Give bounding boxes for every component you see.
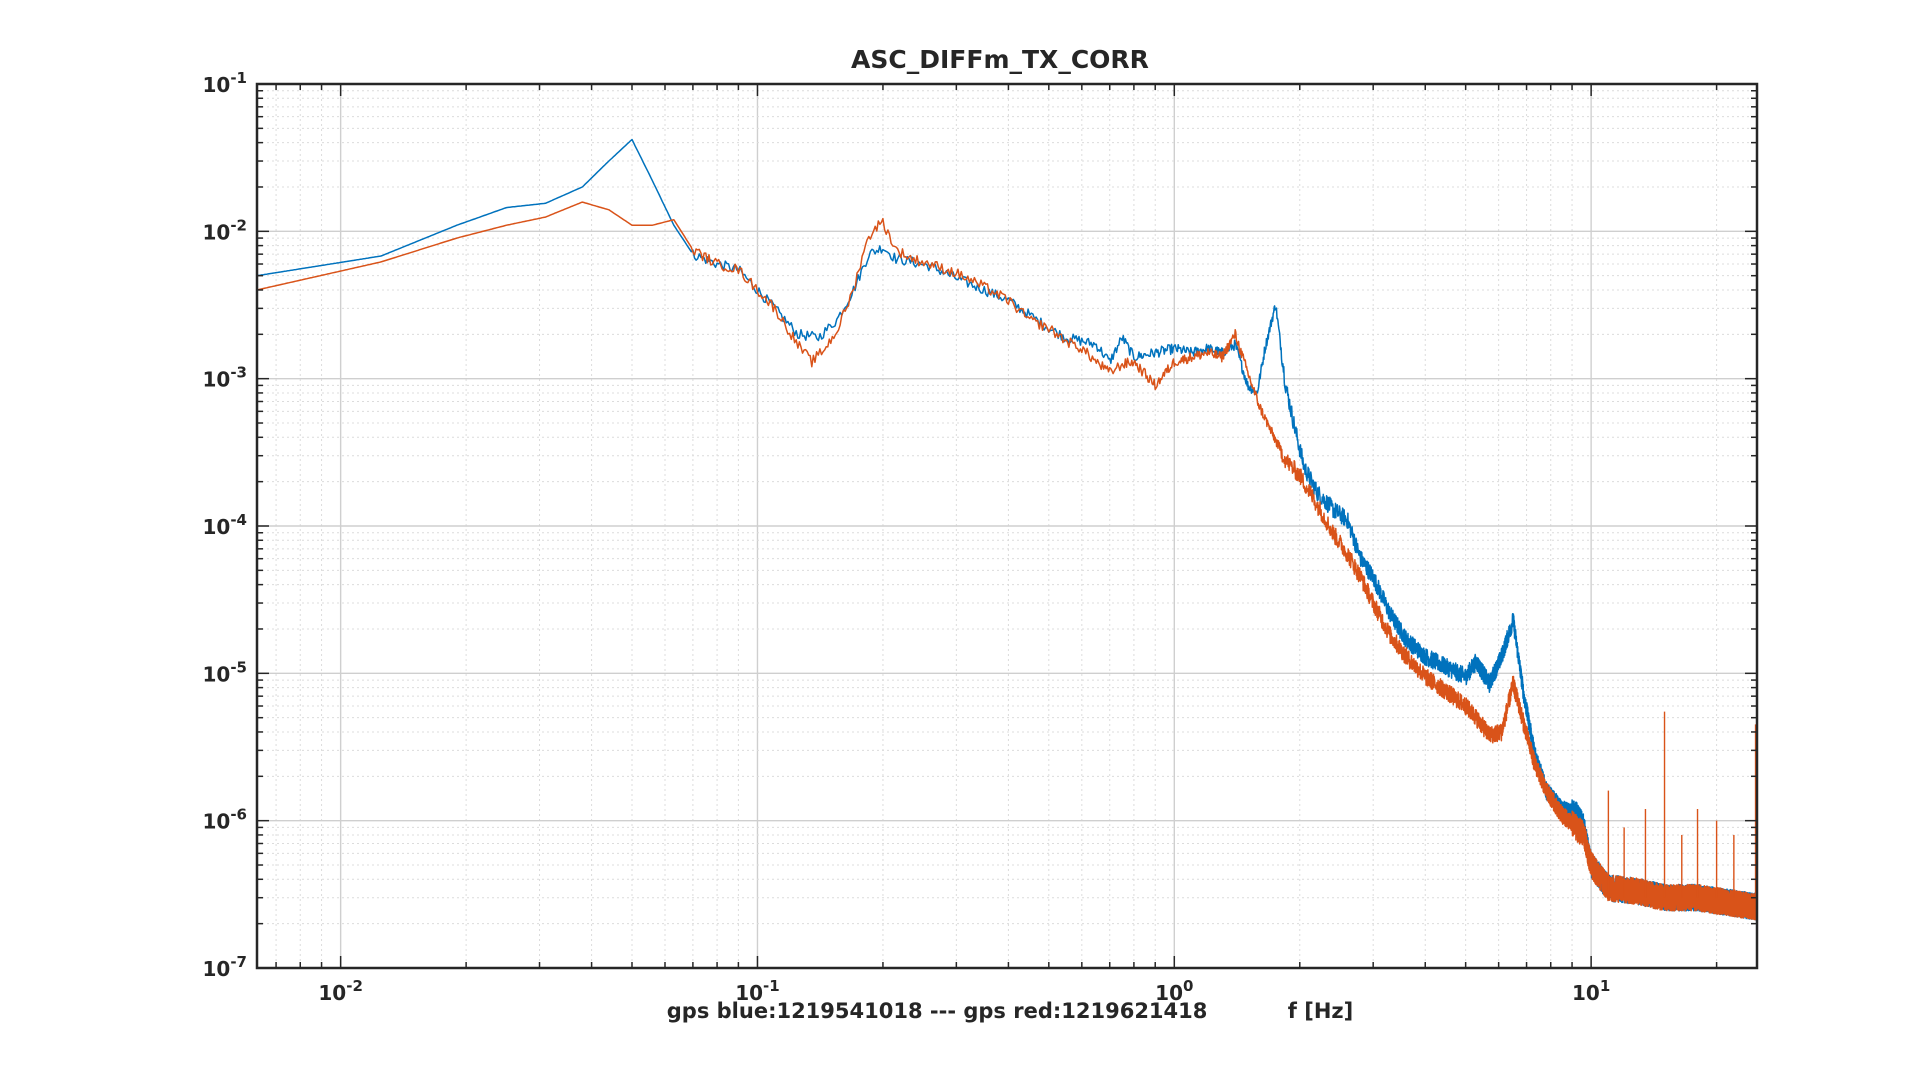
x-tick-label: 10-1	[735, 977, 780, 1005]
series-line-2	[256, 201, 1758, 921]
tick-labels: 10-2 10-1 100 101 10-1 10-2 10-3 10-4 10-5 10-6 10…	[202, 69, 1610, 1005]
y-tick-label: 10-4	[202, 511, 247, 539]
x-axis-label: gps blue:1219541018 --- gps red:12196214…	[667, 999, 1353, 1023]
grid	[257, 83, 1757, 969]
y-tick-label: 10-1	[202, 69, 247, 97]
ticks	[257, 83, 1757, 969]
chart-title: ASC_DIFFm_TX_CORR	[851, 45, 1149, 74]
y-tick-label: 10-5	[202, 658, 247, 686]
y-tick-label: 10-6	[202, 806, 247, 834]
y-tick-label: 10-7	[202, 953, 247, 981]
y-tick-label: 10-2	[202, 216, 247, 244]
y-tick-label: 10-3	[202, 364, 247, 392]
x-tick-label: 10-2	[318, 977, 363, 1005]
x-tick-label: 101	[1572, 977, 1610, 1005]
series-group	[256, 138, 1758, 921]
x-tick-label: 100	[1155, 977, 1193, 1005]
